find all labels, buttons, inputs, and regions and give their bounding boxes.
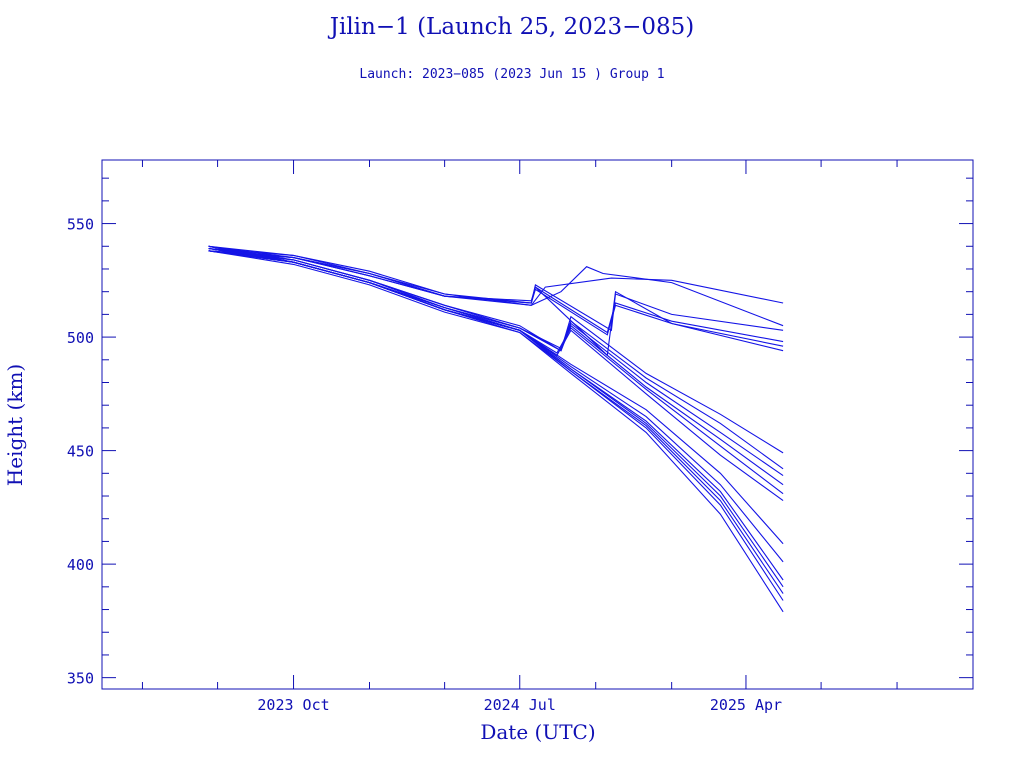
series-line-5: [208, 245, 784, 347]
x-tick-label: 2023 Oct: [257, 696, 329, 714]
series-line-13: [208, 250, 784, 545]
y-tick-label: 400: [67, 556, 94, 574]
plot-frame: [101, 159, 974, 690]
series-line-2: [208, 247, 784, 327]
chart-title: Jilin−1 (Launch 25, 2023−085): [329, 14, 695, 40]
y-tick-label: 550: [67, 216, 94, 234]
x-tick-label: 2024 Jul: [484, 696, 556, 714]
x-tick-label: 2025 Apr: [710, 696, 782, 714]
series-layer: [208, 245, 784, 613]
series-line-19: [208, 250, 784, 613]
series-line-6: [208, 247, 784, 357]
series-line-9: [208, 245, 784, 477]
series-line-3: [208, 245, 784, 332]
y-axis-title: Height (km): [3, 364, 27, 486]
series-line-1: [208, 250, 784, 306]
y-tick-label: 450: [67, 443, 94, 461]
series-line-14: [208, 247, 784, 563]
y-tick-label: 350: [67, 670, 94, 688]
axes-layer: [101, 159, 974, 690]
series-line-15: [208, 245, 784, 581]
x-axis-title: Date (UTC): [480, 720, 595, 744]
chart-subtitle: Launch: 2023−085 (2023 Jun 15 ) Group 1: [359, 67, 665, 82]
y-tick-label: 500: [67, 329, 94, 347]
